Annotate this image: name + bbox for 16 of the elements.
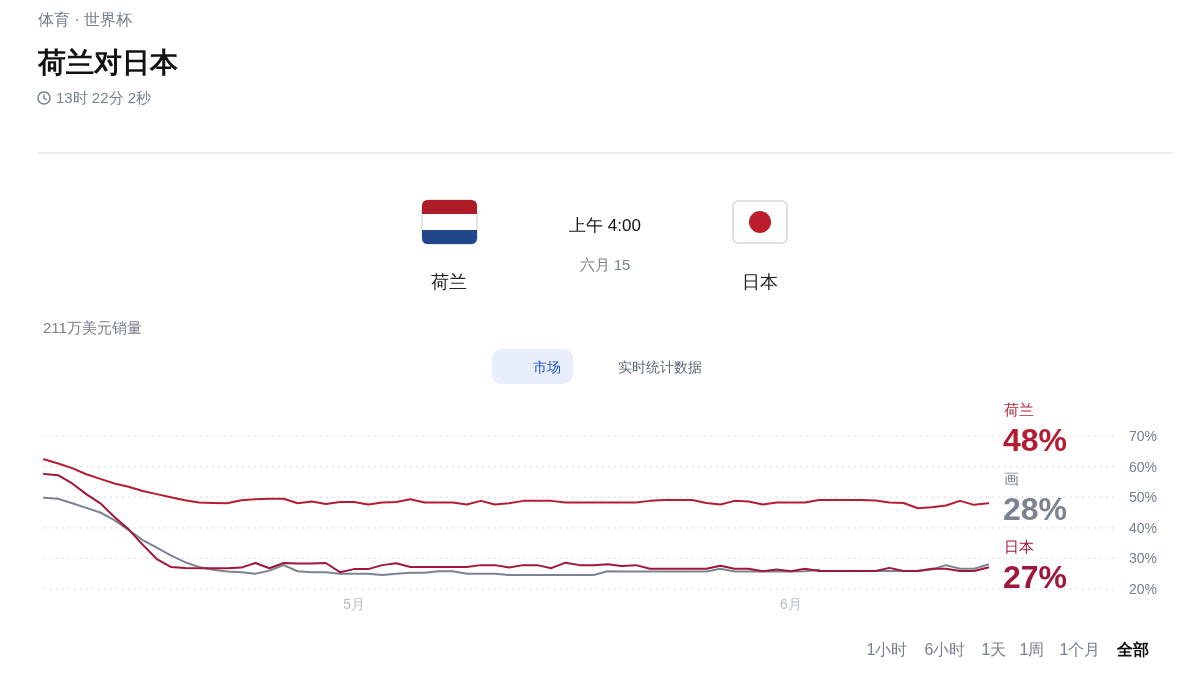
- annotation: 1个月: [1059, 641, 1101, 658]
- annotation: 6小时: [924, 641, 966, 658]
- annotation: 全部: [1117, 641, 1149, 658]
- annotation: 六月 15: [579, 256, 631, 273]
- annotation: 211万美元销量: [43, 319, 142, 336]
- annotation: 13时 22分 2秒: [56, 89, 152, 106]
- annotation: 1天: [981, 641, 1007, 658]
- annotation: 荷兰: [431, 272, 467, 292]
- annotation: 1小时: [866, 641, 908, 658]
- annotation: 市场: [533, 359, 561, 375]
- annotation: 1周: [1019, 641, 1045, 658]
- annotation: 实时统计数据: [618, 359, 702, 375]
- title: 荷兰对日本: [38, 47, 178, 78]
- annotation: 日本: [742, 272, 778, 292]
- subtitle: 体育 · 世界杯: [38, 11, 133, 28]
- annotation: 上午 4:00: [569, 216, 641, 235]
